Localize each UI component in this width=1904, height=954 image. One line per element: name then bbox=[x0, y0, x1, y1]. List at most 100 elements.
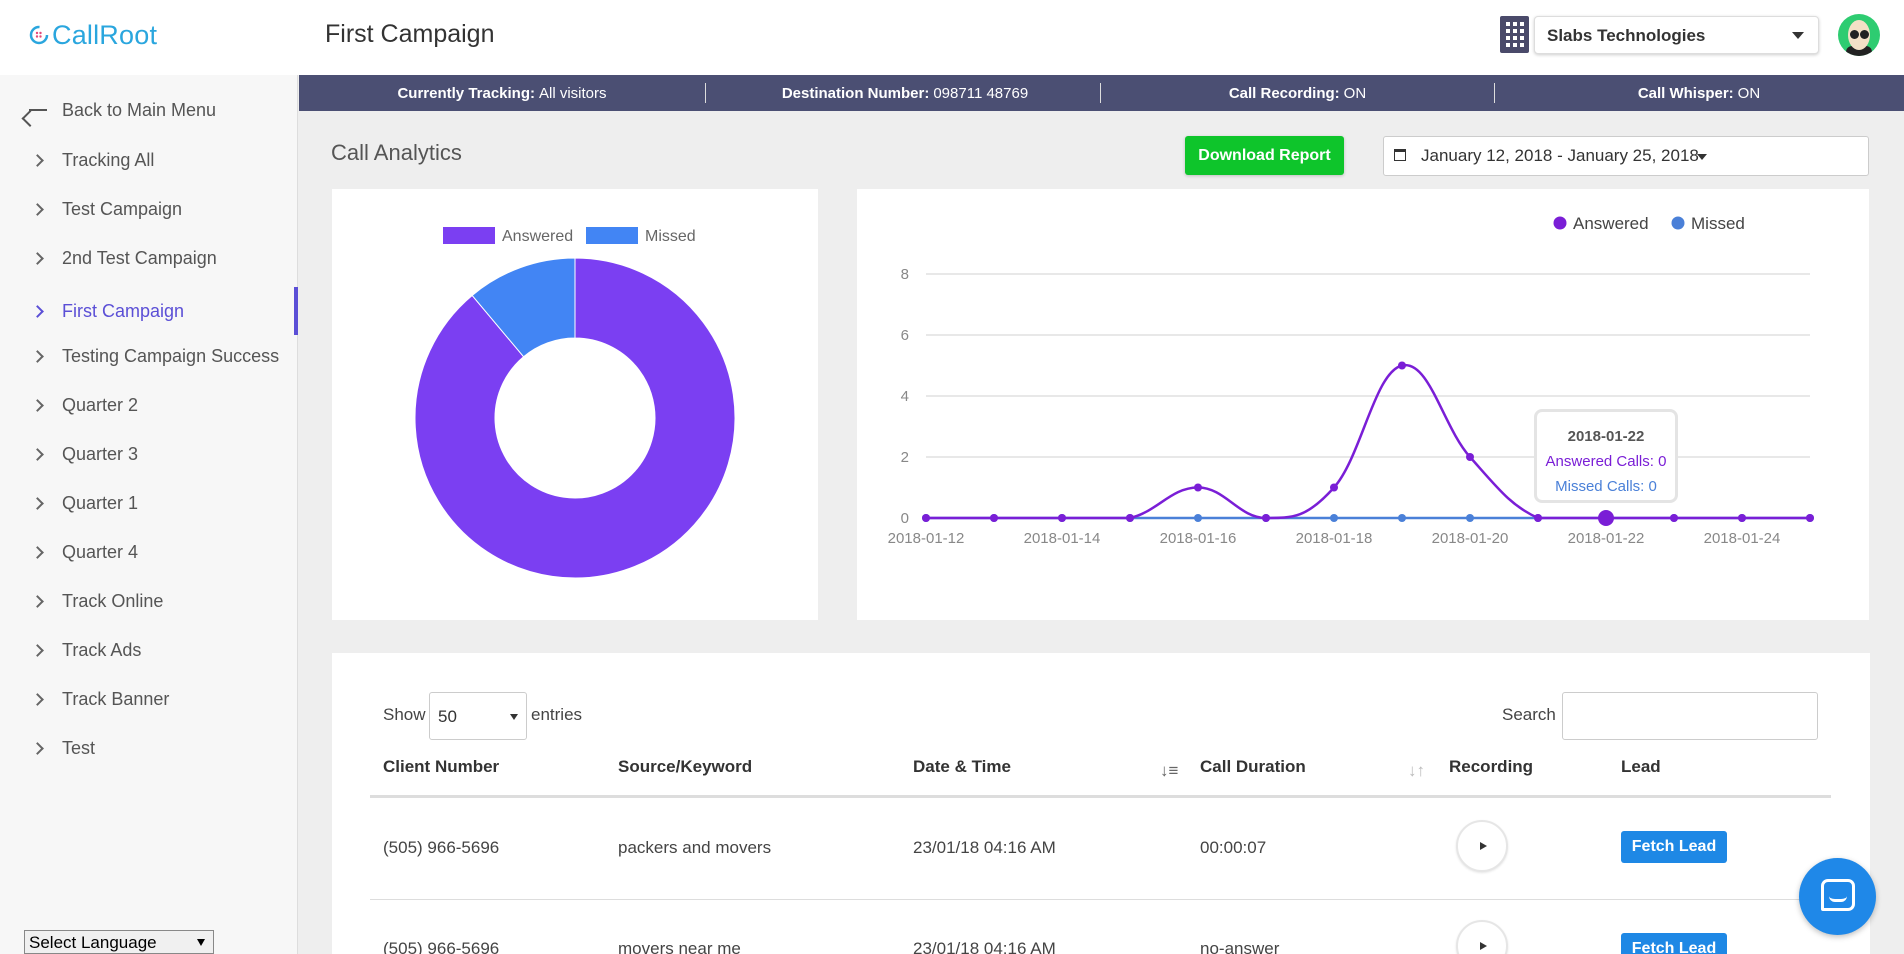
sidebar-item-track-online[interactable]: Track Online bbox=[0, 581, 298, 621]
avatar[interactable] bbox=[1838, 14, 1880, 56]
legend-label-answered[interactable]: Answered bbox=[502, 228, 573, 245]
chevron-right-icon bbox=[31, 304, 44, 318]
data-point-missed[interactable] bbox=[1466, 514, 1474, 522]
fetch-lead-button[interactable]: Fetch Lead bbox=[1621, 831, 1727, 863]
language-select[interactable]: Select Language bbox=[24, 930, 214, 954]
caret-down-icon bbox=[1697, 154, 1707, 160]
sidebar bbox=[0, 75, 298, 954]
sidebar-item-label: 2nd Test Campaign bbox=[62, 247, 217, 268]
sort-icon[interactable]: ↓↑ bbox=[1408, 761, 1425, 780]
data-point-answered[interactable] bbox=[1058, 514, 1066, 522]
data-point-missed[interactable] bbox=[1398, 514, 1406, 522]
data-point-answered[interactable] bbox=[1738, 514, 1746, 522]
search-input[interactable] bbox=[1562, 692, 1818, 740]
search-label: Search bbox=[1502, 705, 1556, 724]
play-recording-button[interactable] bbox=[1456, 820, 1508, 872]
chevron-right-icon bbox=[31, 545, 44, 559]
data-point-answered[interactable] bbox=[1466, 453, 1474, 461]
legend-label-missed[interactable]: Missed bbox=[645, 228, 696, 245]
caret-down-icon bbox=[197, 939, 205, 946]
data-point-answered[interactable] bbox=[1534, 514, 1542, 522]
cell-datetime: 23/01/18 04:16 AM bbox=[913, 838, 1056, 857]
cell-duration: 00:00:07 bbox=[1200, 838, 1267, 857]
chevron-right-icon bbox=[31, 741, 44, 755]
col-source-keyword[interactable]: Source/Keyword bbox=[618, 757, 753, 776]
data-point-missed[interactable] bbox=[1194, 514, 1202, 522]
row-divider bbox=[370, 899, 1831, 900]
y-tick-label: 0 bbox=[901, 510, 909, 527]
status-recording: Call Recording: ON bbox=[1228, 84, 1367, 102]
y-tick-label: 4 bbox=[901, 388, 909, 405]
legend-label-missed[interactable]: Missed bbox=[1691, 214, 1745, 233]
sidebar-item-test[interactable]: Test bbox=[0, 728, 298, 768]
sidebar-item-label: Tracking All bbox=[62, 149, 155, 170]
donut-slice-missed[interactable] bbox=[471, 257, 576, 358]
sidebar-item-label: Quarter 3 bbox=[62, 443, 139, 464]
data-point-answered[interactable] bbox=[1194, 483, 1202, 492]
sidebar-item-track-banner[interactable]: Track Banner bbox=[0, 679, 298, 719]
entries-select[interactable]: 50 bbox=[429, 692, 527, 740]
calendar-icon bbox=[1394, 149, 1406, 161]
date-range-text: January 12, 2018 - January 25, 2018 bbox=[1421, 146, 1699, 165]
cell-datetime: 23/01/18 04:16 AM bbox=[913, 939, 1056, 954]
sidebar-item-tracking-all[interactable]: Tracking All bbox=[0, 140, 298, 180]
sidebar-item-label: Quarter 2 bbox=[62, 394, 139, 415]
status-bar: Currently Tracking: All visitors Destinat… bbox=[299, 75, 1904, 111]
date-range-picker[interactable]: January 12, 2018 - January 25, 2018 bbox=[1383, 136, 1869, 176]
data-point-answered[interactable] bbox=[1126, 514, 1134, 522]
legend-marker-missed bbox=[1671, 216, 1685, 230]
back-label: Back to Main Menu bbox=[62, 99, 217, 120]
col-recording: Recording bbox=[1449, 757, 1534, 776]
sidebar-item-track-ads[interactable]: Track Ads bbox=[0, 630, 298, 670]
data-point-answered[interactable] bbox=[1398, 361, 1406, 370]
data-point-answered[interactable] bbox=[1330, 483, 1338, 492]
line-chart-panel: 0 2 4 6 8 2018-01-12 2018-01-14 2018-01-16 2018-… bbox=[857, 189, 1869, 620]
sidebar-item-label: Quarter 1 bbox=[62, 492, 139, 513]
col-date-time[interactable]: Date & Time bbox=[913, 757, 1011, 776]
legend-label-answered[interactable]: Answered bbox=[1573, 214, 1649, 233]
sidebar-item-quarter-3[interactable]: Quarter 3 bbox=[0, 434, 298, 474]
play-recording-button[interactable] bbox=[1456, 920, 1508, 954]
sidebar-item-label: Quarter 4 bbox=[62, 541, 139, 562]
col-call-duration[interactable]: Call Duration bbox=[1200, 757, 1306, 776]
top-header: CallRoot First Campaign Slabs Technologi… bbox=[0, 0, 1904, 75]
chevron-right-icon bbox=[31, 692, 44, 706]
entries-label: entries bbox=[531, 705, 583, 724]
sort-desc-icon[interactable]: ↓≡ bbox=[1160, 761, 1179, 780]
x-tick-label: 2018-01-12 bbox=[888, 530, 965, 547]
building-icon bbox=[1500, 16, 1529, 53]
donut-slice-answered[interactable] bbox=[414, 257, 736, 579]
download-report-button[interactable]: Download Report bbox=[1185, 136, 1344, 175]
chat-launcher-button[interactable] bbox=[1799, 858, 1876, 935]
sidebar-item-label: Track Online bbox=[62, 590, 164, 611]
logo[interactable]: CallRoot bbox=[28, 20, 157, 50]
legend-swatch-missed bbox=[586, 227, 638, 244]
data-point-answered[interactable] bbox=[922, 514, 930, 522]
sidebar-item-quarter-4[interactable]: Quarter 4 bbox=[0, 532, 298, 572]
sidebar-item-test-campaign[interactable]: Test Campaign bbox=[0, 189, 298, 229]
line-chart: 0 2 4 6 8 2018-01-12 2018-01-14 2018-01-16 2018-… bbox=[888, 214, 1814, 547]
back-to-main-menu[interactable]: Back to Main Menu bbox=[0, 90, 298, 130]
data-point-answered[interactable] bbox=[990, 514, 998, 522]
data-point-missed[interactable] bbox=[1330, 514, 1338, 522]
data-point-answered[interactable] bbox=[1670, 514, 1678, 522]
chevron-right-icon bbox=[31, 447, 44, 461]
sidebar-item-quarter-1[interactable]: Quarter 1 bbox=[0, 483, 298, 523]
data-point-answered[interactable] bbox=[1598, 510, 1614, 526]
sidebar-item-first-campaign[interactable]: First Campaign bbox=[0, 287, 298, 335]
data-point-answered[interactable] bbox=[1806, 514, 1814, 522]
chart-tooltip: 2018-01-22 Answered Calls: 0 Missed Call… bbox=[1534, 409, 1678, 503]
sidebar-item-quarter-2[interactable]: Quarter 2 bbox=[0, 385, 298, 425]
series-line-answered bbox=[926, 364, 1810, 520]
col-client-number[interactable]: Client Number bbox=[383, 757, 500, 776]
organization-select[interactable]: Slabs Technologies bbox=[1534, 16, 1819, 54]
sidebar-item-2nd-test-campaign[interactable]: 2nd Test Campaign bbox=[0, 238, 298, 278]
sidebar-item-testing-campaign-success[interactable]: Testing Campaign Success bbox=[0, 336, 298, 376]
cell-duration: no-answer bbox=[1200, 939, 1280, 954]
section-title: Call Analytics bbox=[331, 140, 462, 165]
fetch-lead-button[interactable]: Fetch Lead bbox=[1621, 933, 1727, 954]
language-label: Select Language bbox=[29, 933, 157, 952]
show-label: Show bbox=[383, 705, 426, 724]
data-point-answered[interactable] bbox=[1262, 514, 1270, 522]
y-tick-label: 6 bbox=[901, 327, 909, 344]
